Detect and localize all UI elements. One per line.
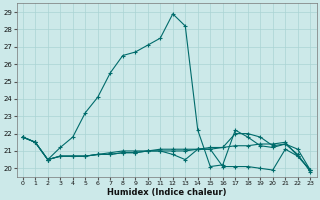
X-axis label: Humidex (Indice chaleur): Humidex (Indice chaleur) [107,188,226,197]
